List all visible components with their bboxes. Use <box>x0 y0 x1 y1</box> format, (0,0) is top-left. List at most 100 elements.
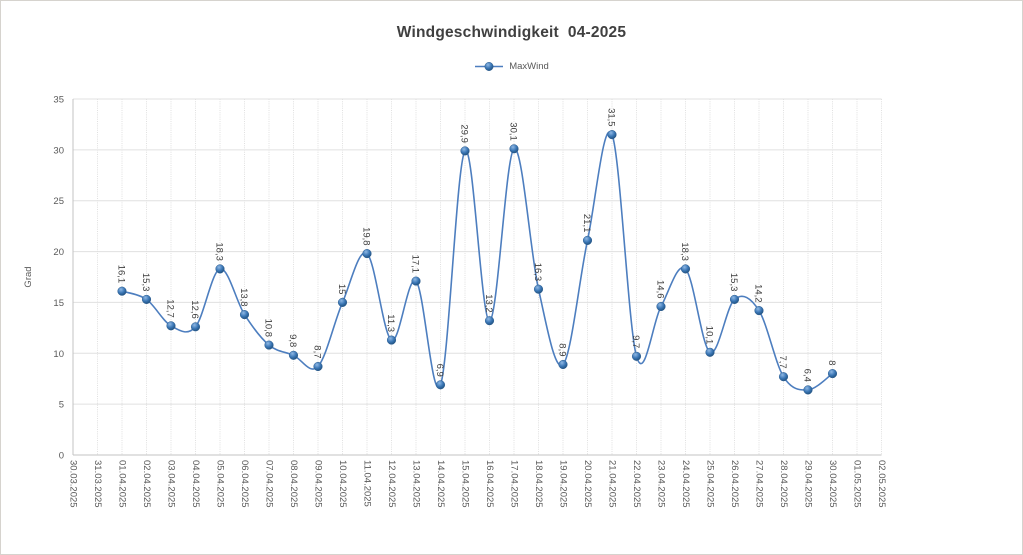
x-tick-label: 04.04.2025 <box>190 460 201 508</box>
data-point-marker <box>631 351 642 361</box>
x-tick-label: 10.04.2025 <box>337 460 348 508</box>
y-tick-label: 0 <box>59 451 64 462</box>
data-point-label: 9,7 <box>630 335 641 348</box>
data-point-label: 15,3 <box>140 273 151 292</box>
data-point-marker <box>754 306 764 316</box>
data-point-marker <box>264 340 274 350</box>
y-tick-label: 20 <box>53 247 64 258</box>
axes <box>72 99 882 456</box>
x-tick-label: 09.04.2025 <box>313 460 324 508</box>
x-tick-label: 17.04.2025 <box>509 460 520 508</box>
y-tick-label: 5 <box>59 400 64 411</box>
data-point-marker <box>484 316 495 326</box>
data-point-marker <box>656 301 666 312</box>
data-point-marker <box>215 264 225 274</box>
x-tick-label: 20.04.2025 <box>582 460 593 508</box>
x-tick-label: 01.04.2025 <box>117 460 128 508</box>
data-point-marker <box>288 350 299 360</box>
data-point-label: 15,3 <box>728 273 739 292</box>
data-point-label: 16,1 <box>116 265 127 284</box>
data-point-label: 10,1 <box>704 326 715 345</box>
x-tick-label: 19.04.2025 <box>558 460 569 508</box>
x-tick-label: 23.04.2025 <box>656 460 667 508</box>
x-tick-label: 15.04.2025 <box>460 460 471 508</box>
data-point-label: 8,9 <box>557 343 568 356</box>
x-tick-label: 11.04.2025 <box>362 460 373 507</box>
x-tick-label: 28.04.2025 <box>778 460 789 508</box>
labels: 0 5 10 15 20 25 30 35 30.03.2025 31.03.2025 01.04.… <box>23 95 887 508</box>
data-point-label: 30,1 <box>508 122 519 141</box>
data-point-marker <box>362 249 372 259</box>
gridlines <box>73 98 882 455</box>
data-point-label: 21,1 <box>581 214 592 233</box>
data-point-label: 17,1 <box>410 255 421 274</box>
data-point-label: 12,6 <box>189 300 200 319</box>
legend-series-label: MaxWind <box>509 61 549 72</box>
legend: MaxWind <box>1 61 1022 72</box>
x-tick-label: 27.04.2025 <box>754 460 765 508</box>
data-point-marker <box>533 284 544 294</box>
x-tick-label: 12.04.2025 <box>386 460 397 508</box>
data-point-marker <box>558 359 568 370</box>
x-tick-label: 02.05.2025 <box>876 460 887 508</box>
data-point-label: 29,9 <box>459 124 470 143</box>
data-point-marker <box>582 235 593 245</box>
y-tick-label: 25 <box>53 196 64 207</box>
x-tick-label: 26.04.2025 <box>729 460 740 508</box>
series-maxwind <box>117 130 838 395</box>
data-point-marker <box>166 321 176 331</box>
x-tick-label: 07.04.2025 <box>264 460 275 508</box>
data-point-label: 8,7 <box>312 345 323 358</box>
data-point-marker <box>827 369 838 379</box>
data-point-marker <box>239 310 250 320</box>
data-point-marker <box>141 294 152 304</box>
data-point-marker <box>117 286 127 296</box>
data-point-label: 6,9 <box>434 364 445 377</box>
data-point-label: 7,7 <box>777 355 788 368</box>
data-point-label: 10,8 <box>263 319 274 338</box>
x-tick-label: 21.04.2025 <box>607 460 618 508</box>
data-point-marker <box>435 380 446 390</box>
data-point-label: 13,2 <box>483 294 494 313</box>
data-point-marker <box>729 294 740 304</box>
x-tick-label: 25.04.2025 <box>705 460 716 508</box>
data-point-marker <box>460 146 470 156</box>
data-point-label: 9,8 <box>287 334 298 347</box>
data-point-label: 18,3 <box>214 242 225 261</box>
legend-marker-icon <box>475 62 504 71</box>
x-tick-label: 05.04.2025 <box>215 460 226 508</box>
data-point-label: 16,3 <box>532 263 543 282</box>
y-tick-label: 30 <box>53 145 64 156</box>
data-point-label: 12,7 <box>165 299 176 318</box>
x-tick-label: 24.04.2025 <box>680 460 691 508</box>
data-point-marker <box>386 335 397 345</box>
data-point-label: 18,3 <box>679 242 690 261</box>
data-point-marker <box>705 347 715 357</box>
data-point-label: 14,2 <box>753 284 764 303</box>
y-tick-label: 15 <box>53 298 64 309</box>
x-tick-label: 08.04.2025 <box>288 460 299 508</box>
data-point-label: 19,8 <box>361 227 372 246</box>
x-tick-label: 18.04.2025 <box>533 460 544 508</box>
data-point-label: 8 <box>826 360 837 365</box>
x-tick-label: 30.03.2025 <box>68 460 79 508</box>
data-point-marker <box>680 264 691 274</box>
data-point-label: 11,3 <box>385 314 396 332</box>
data-point-marker <box>411 276 421 286</box>
data-point-label: 6,4 <box>802 369 813 382</box>
data-point-marker <box>778 372 789 382</box>
x-tick-label: 02.04.2025 <box>141 460 152 508</box>
x-tick-label: 22.04.2025 <box>631 460 642 508</box>
data-point-marker <box>509 144 519 154</box>
data-point-label: 31,5 <box>606 108 617 127</box>
y-axis-title: Grad <box>23 266 34 287</box>
data-point-marker <box>313 361 323 372</box>
x-tick-label: 31.03.2025 <box>92 460 103 508</box>
x-tick-label: 29.04.2025 <box>803 460 814 508</box>
y-tick-label: 35 <box>53 95 64 106</box>
data-point-label: 13,8 <box>238 288 249 307</box>
data-point-label: 15 <box>336 284 347 295</box>
data-point-marker <box>803 385 813 395</box>
x-tick-label: 13.04.2025 <box>411 460 422 508</box>
x-tick-label: 01.05.2025 <box>852 460 863 508</box>
